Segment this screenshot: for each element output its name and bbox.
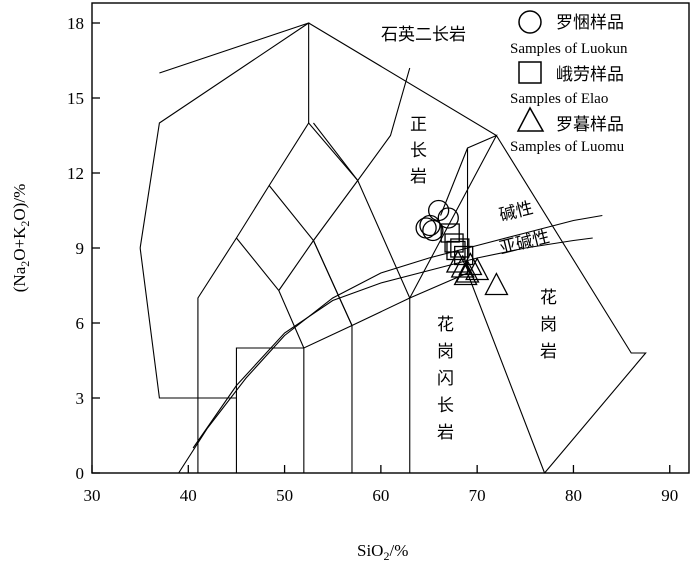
label-quartz-monzonite: 石英二长岩 xyxy=(381,25,466,45)
point-triangle-0 xyxy=(445,249,470,273)
field-line-6 xyxy=(236,237,305,349)
field-line-10 xyxy=(278,240,314,291)
x-axis-label: SiO2/% xyxy=(357,541,408,563)
plot-frame xyxy=(91,2,690,474)
point-circle-3 xyxy=(419,214,441,237)
field-line-15 xyxy=(440,147,469,216)
y-tick-label-6: 18 xyxy=(67,14,84,33)
legend-luokun-cn: 罗悃样品 xyxy=(556,13,624,33)
point-circle-1 xyxy=(437,207,459,229)
legend-luokun-en: Samples of Luokun xyxy=(510,41,628,57)
label-granodiorite-2: 岗 xyxy=(437,342,454,362)
x-tick-label-5: 80 xyxy=(565,486,582,505)
label-granodiorite-3: 闪 xyxy=(437,369,454,389)
y-tick-label-5: 15 xyxy=(67,89,84,108)
legend-circle-marker xyxy=(518,10,542,34)
x-tick-label-0: 30 xyxy=(84,486,101,505)
axis-ticks: 30 40 50 60 70 80 90 0 3 6 9 12 15 18 xyxy=(67,14,678,505)
y-tick-label-3: 9 xyxy=(76,239,85,258)
x-tick-label-1: 40 xyxy=(180,486,197,505)
point-square-4 xyxy=(454,245,474,266)
label-granodiorite-4: 长 xyxy=(437,396,454,416)
field-line-7 xyxy=(268,185,353,326)
label-syenite-1: 正 xyxy=(410,115,427,135)
y-tick-label-4: 12 xyxy=(67,164,84,183)
point-square-2 xyxy=(450,238,470,258)
divider-curve-0 xyxy=(192,237,593,449)
point-triangle-4 xyxy=(453,262,478,286)
legend-luomu-cn: 罗暮样品 xyxy=(556,115,624,135)
sample-points xyxy=(415,199,509,296)
x-tick-label-6: 90 xyxy=(661,486,678,505)
field-line-12 xyxy=(139,22,309,249)
point-triangle-6 xyxy=(484,272,509,296)
field-line-1 xyxy=(235,272,546,474)
alkaline-subalkaline-dividers xyxy=(178,214,603,474)
classification-field-lines xyxy=(139,22,647,474)
label-syenite-3: 岩 xyxy=(410,167,427,187)
label-granite-3: 岩 xyxy=(540,342,557,362)
y-tick-label-2: 6 xyxy=(76,314,85,333)
field-line-11 xyxy=(312,180,359,326)
label-alkaline: 碱性 xyxy=(497,198,535,226)
point-square-3 xyxy=(446,240,466,261)
legend-triangle-marker xyxy=(516,106,545,132)
legend-elao-cn: 峨劳样品 xyxy=(556,65,624,85)
field-line-5 xyxy=(409,134,498,299)
legend-elao-en: Samples of Elao xyxy=(510,91,608,107)
divider-curve-1 xyxy=(178,214,603,474)
legend-luomu-en: Samples of Luomu xyxy=(510,139,625,155)
field-line-14 xyxy=(308,22,647,474)
field-line-13 xyxy=(139,247,237,399)
legend-square-marker xyxy=(518,61,542,84)
point-triangle-1 xyxy=(450,254,475,278)
y-tick-label-1: 3 xyxy=(76,389,85,408)
y-axis-label: (Na2O+K2O)/% xyxy=(10,184,32,292)
field-labels: 石英二长岩 正 长 岩 碱性 亚碱性 花 岗 岩 花 岗 闪 长 岩 xyxy=(381,25,557,443)
y-tick-label-0: 0 xyxy=(76,464,85,483)
x-tick-label-3: 60 xyxy=(372,486,389,505)
label-granodiorite-1: 花 xyxy=(437,315,454,335)
label-syenite-2: 长 xyxy=(410,141,427,161)
point-circle-4 xyxy=(422,219,444,242)
field-line-0 xyxy=(197,67,411,473)
legend: 罗悃样品 Samples of Luokun 峨劳样品 Samples of E… xyxy=(510,10,628,155)
label-granodiorite-5: 岩 xyxy=(437,423,454,443)
point-triangle-5 xyxy=(465,257,490,281)
label-subalkaline: 亚碱性 xyxy=(497,227,551,259)
label-granite-2: 岗 xyxy=(540,315,557,335)
label-granite-1: 花 xyxy=(540,288,557,308)
x-tick-label-2: 50 xyxy=(276,486,293,505)
x-tick-label-4: 70 xyxy=(469,486,486,505)
